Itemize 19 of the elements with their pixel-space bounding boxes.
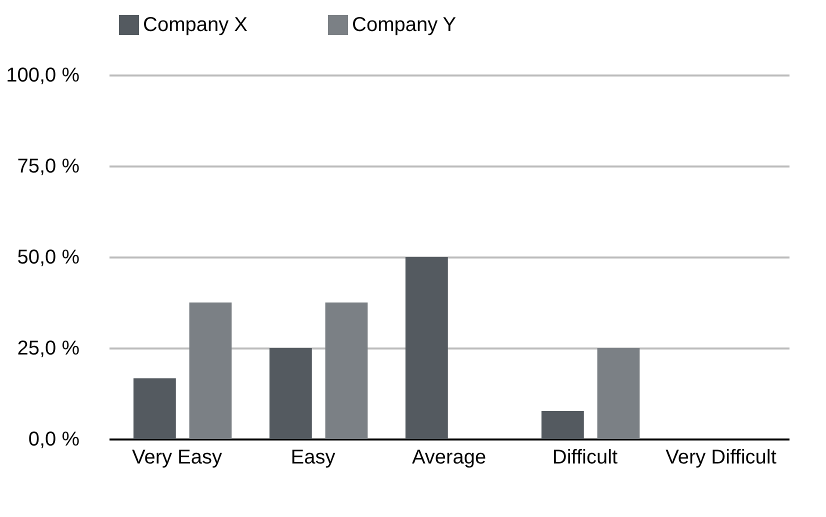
y-tick-label: 0,0 %	[28, 428, 80, 450]
legend-label: Company Y	[352, 14, 456, 36]
y-tick-label: 100,0 %	[6, 64, 80, 86]
x-tick-label: Difficult	[552, 446, 618, 468]
bar	[597, 348, 640, 439]
y-tick-label: 50,0 %	[17, 246, 80, 268]
y-tick-label: 25,0 %	[17, 338, 80, 360]
x-tick-label: Very Difficult	[666, 446, 777, 468]
x-tick-label: Very Easy	[132, 446, 222, 468]
bar	[133, 378, 176, 439]
bar	[189, 302, 232, 439]
bar	[325, 302, 368, 439]
x-tick-label: Average	[412, 446, 486, 468]
y-tick-label: 75,0 %	[17, 156, 80, 178]
bar	[405, 257, 448, 439]
x-tick-label: Easy	[290, 446, 336, 468]
legend-label: Company X	[143, 14, 248, 36]
bar	[269, 348, 312, 439]
bar	[541, 410, 584, 439]
